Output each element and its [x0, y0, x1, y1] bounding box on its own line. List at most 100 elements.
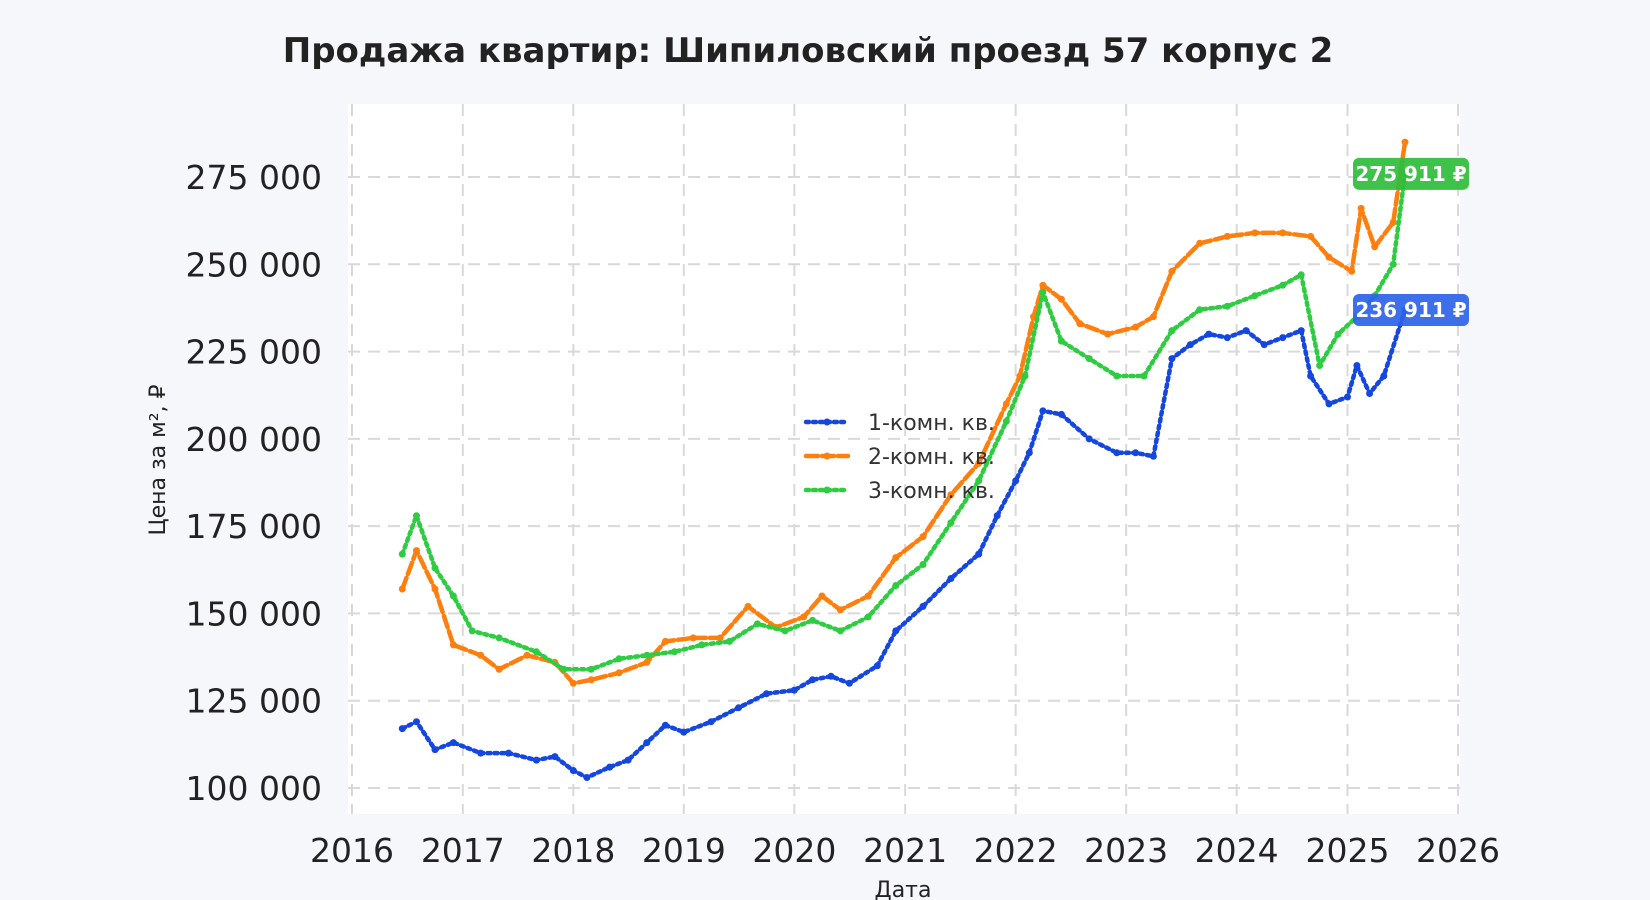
y-tick-label: 200 000: [186, 420, 322, 459]
data-point: [864, 613, 872, 621]
data-point: [1279, 229, 1287, 237]
badge-label: 236 911 ₽: [1355, 298, 1466, 322]
y-tick-label: 150 000: [186, 594, 322, 633]
data-point: [845, 679, 853, 687]
series-line: [400, 171, 1408, 672]
y-tick-label: 225 000: [186, 333, 322, 372]
data-point: [661, 721, 669, 729]
data-point: [1223, 232, 1231, 240]
data-point: [1251, 292, 1259, 300]
data-point: [1002, 400, 1010, 408]
data-point: [413, 718, 420, 726]
data-point: [1168, 267, 1176, 275]
legend-label: 2-комн. кв.: [868, 445, 995, 470]
data-point: [781, 627, 789, 635]
data-point: [1021, 372, 1029, 380]
x-tick-label: 2019: [642, 831, 726, 870]
data-point: [1196, 239, 1204, 247]
x-tick-label: 2020: [752, 831, 836, 870]
data-point: [827, 672, 835, 680]
tick-labels: 100 000 125 000 150 000 175 000 200 000 225 0…: [186, 158, 1500, 870]
data-point: [1132, 449, 1140, 457]
y-tick-label: 250 000: [186, 245, 322, 284]
legend-item: 1-комн. кв.: [803, 411, 995, 436]
badge-label: 275 911 ₽: [1355, 162, 1466, 186]
data-point: [1357, 204, 1365, 212]
data-point: [836, 606, 844, 614]
value-badge: 275 911 ₽: [1353, 157, 1470, 190]
data-point: [1016, 372, 1024, 380]
data-point: [892, 582, 900, 589]
y-tick-label: 275 000: [186, 158, 322, 197]
x-tick-label: 2018: [531, 831, 615, 870]
data-point: [1279, 281, 1287, 289]
data-point: [744, 602, 752, 610]
data-point: [919, 602, 927, 610]
data-point: [495, 634, 503, 642]
data-point: [1140, 372, 1148, 380]
data-point: [1002, 417, 1010, 425]
data-point: [864, 592, 872, 600]
data-point: [836, 627, 844, 635]
data-point: [532, 756, 540, 764]
data-point: [468, 627, 476, 635]
data-point: [1057, 410, 1065, 418]
data-point: [680, 728, 688, 736]
data-point: [495, 665, 503, 673]
data-point: [947, 575, 955, 582]
data-point: [689, 634, 697, 642]
series-line: [400, 139, 1408, 686]
data-point: [532, 648, 540, 656]
data-point: [670, 648, 678, 656]
data-point: [661, 637, 669, 645]
grid: [348, 104, 1460, 814]
data-point: [1025, 449, 1033, 457]
data-point: [1307, 232, 1315, 240]
data-point: [1344, 393, 1351, 401]
data-point: [1353, 362, 1361, 369]
data-point: [1149, 313, 1157, 321]
series-1: [398, 306, 1409, 781]
data-point: [477, 749, 485, 757]
data-point: [707, 718, 715, 726]
series-2: [398, 138, 1409, 687]
data-point: [1389, 218, 1397, 226]
legend-label: 1-комн. кв.: [868, 411, 995, 436]
data-point: [1104, 330, 1112, 338]
data-point: [1039, 281, 1047, 289]
data-point: [1297, 271, 1305, 279]
data-point: [569, 767, 577, 774]
x-tick-label: 2026: [1416, 831, 1500, 870]
legend-item: 3-комн. кв.: [803, 479, 995, 504]
data-point: [975, 477, 983, 485]
data-point: [398, 725, 406, 733]
data-point: [1113, 449, 1121, 457]
data-point: [892, 554, 900, 562]
y-tick-label: 175 000: [186, 507, 322, 546]
data-point: [1085, 355, 1093, 363]
y-axis-label: Цена за м², ₽: [146, 384, 171, 535]
data-point: [1401, 138, 1409, 146]
data-point: [809, 616, 816, 624]
data-point: [1113, 372, 1121, 380]
x-tick-label: 2016: [310, 831, 394, 870]
y-tick-label: 125 000: [186, 682, 322, 721]
data-point: [398, 550, 406, 558]
series-layer: [398, 138, 1409, 781]
legend-marker: [823, 486, 831, 494]
data-point: [587, 665, 595, 673]
data-point: [615, 655, 623, 663]
data-point: [1085, 435, 1093, 443]
data-point: [1012, 477, 1020, 485]
data-point: [1325, 400, 1333, 408]
legend-marker: [823, 418, 831, 426]
data-point: [1307, 372, 1315, 380]
data-point: [1057, 295, 1065, 303]
x-tick-label: 2024: [1195, 831, 1279, 870]
data-point: [1334, 330, 1342, 338]
legend-item: 2-комн. кв.: [803, 445, 995, 470]
data-point: [1251, 229, 1259, 237]
data-point: [1076, 320, 1084, 328]
x-tick-label: 2025: [1305, 831, 1389, 870]
data-point: [431, 564, 439, 572]
